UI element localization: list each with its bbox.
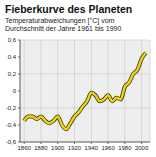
svg-text:1940: 1940 — [85, 145, 99, 151]
svg-text:1960: 1960 — [101, 145, 115, 151]
svg-text:0,2: 0,2 — [8, 71, 17, 77]
html-text:Temperaturabweichungen [°C] vo: Temperaturabweichungen [°C] vom Durchsch… — [5, 17, 122, 32]
svg-text:1920: 1920 — [68, 145, 82, 151]
svg-text:0,6: 0,6 — [8, 37, 17, 43]
svg-text:1980: 1980 — [118, 145, 132, 151]
html-text:Fieberkurve des Planeten: Fieberkurve des Planeten — [5, 3, 133, 15]
svg-text:2000: 2000 — [135, 145, 148, 151]
svg-text:0: 0 — [13, 88, 17, 94]
svg-text:1900: 1900 — [51, 145, 65, 151]
svg-text:-0,6: -0,6 — [8, 139, 17, 145]
svg-text:-0,4: -0,4 — [8, 122, 17, 128]
svg-text:0,4: 0,4 — [8, 54, 17, 60]
svg-text:1860: 1860 — [18, 145, 32, 151]
svg-text:-0,2: -0,2 — [8, 105, 17, 111]
svg-text:1880: 1880 — [34, 145, 48, 151]
